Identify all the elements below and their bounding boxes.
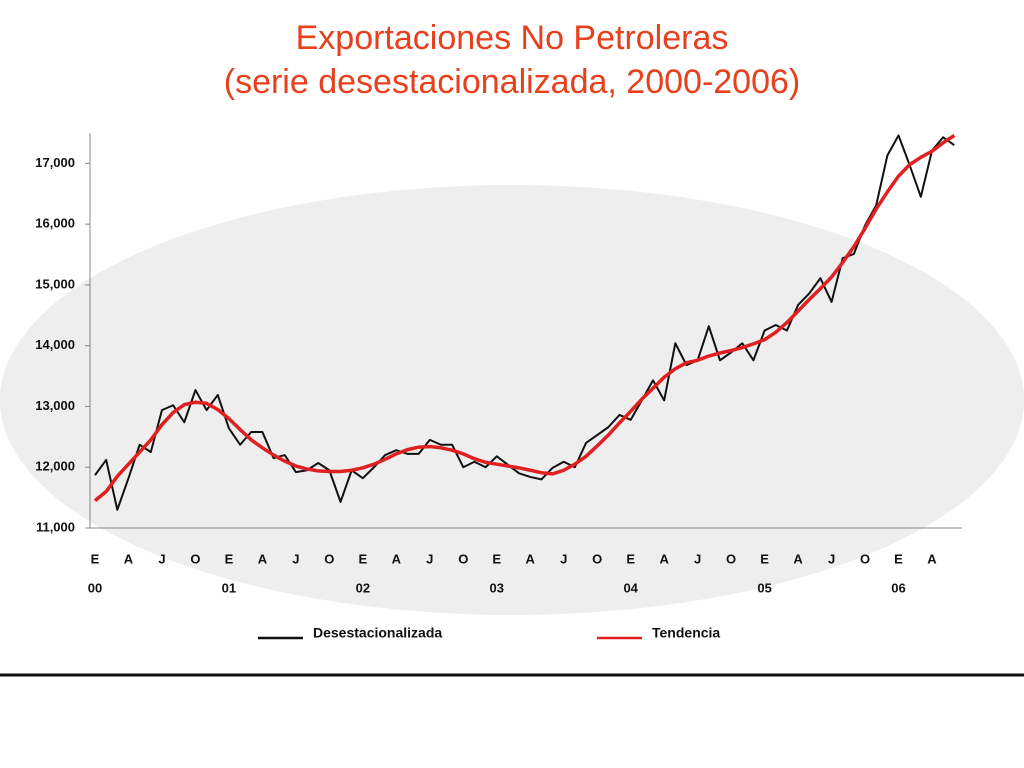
year-label: 03 [490, 580, 504, 595]
x-tick-label: J [560, 551, 567, 566]
legend-label: Tendencia [652, 625, 720, 641]
x-tick-label: A [124, 551, 134, 566]
y-tick-label: 12,000 [35, 459, 75, 474]
x-tick-label: J [158, 551, 165, 566]
x-tick-label: O [190, 551, 200, 566]
series-line [94, 134, 955, 511]
x-tick-label: O [592, 551, 602, 566]
y-tick-label: 15,000 [35, 276, 75, 291]
x-tick-label: E [359, 551, 368, 566]
series-line [93, 133, 956, 503]
x-tick-label: J [694, 551, 701, 566]
year-label: 02 [356, 580, 370, 595]
y-tick-label: 14,000 [35, 337, 75, 352]
y-tick-label: 11,000 [36, 519, 75, 534]
x-tick-label: O [860, 551, 870, 566]
year-label: 01 [222, 580, 236, 595]
x-tick-label: O [458, 551, 468, 566]
x-tick-label: A [927, 551, 937, 566]
x-tick-label: A [793, 551, 803, 566]
year-label: 05 [757, 580, 771, 595]
x-tick-label: J [292, 551, 299, 566]
x-tick-label: A [258, 551, 268, 566]
map-background [0, 185, 1024, 615]
x-tick-label: E [760, 551, 769, 566]
x-tick-label: E [225, 551, 234, 566]
year-label: 06 [891, 580, 905, 595]
x-tick-label: J [828, 551, 835, 566]
chart-subtitle: (serie desestacionalizada, 2000-2006) [224, 63, 800, 101]
x-tick-label: O [324, 551, 334, 566]
y-tick-label: 17,000 [35, 155, 75, 170]
x-tick-label: A [659, 551, 669, 566]
chart-title: Exportaciones No Petroleras [296, 19, 729, 57]
x-tick-label: E [626, 551, 635, 566]
legend-label: Desestacionalizada [313, 625, 442, 641]
x-tick-label: E [894, 551, 903, 566]
x-tick-label: A [526, 551, 536, 566]
x-tick-label: J [426, 551, 433, 566]
x-tick-label: O [726, 551, 736, 566]
y-tick-label: 13,000 [35, 398, 75, 413]
y-tick-label: 16,000 [35, 216, 75, 231]
x-tick-label: E [492, 551, 501, 566]
year-label: 04 [623, 580, 638, 595]
x-tick-label: A [392, 551, 402, 566]
year-label: 00 [88, 580, 102, 595]
x-tick-label: E [91, 551, 100, 566]
